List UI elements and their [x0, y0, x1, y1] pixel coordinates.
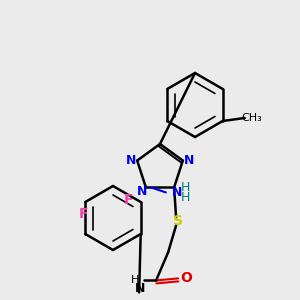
Text: N: N [184, 154, 194, 167]
Text: H: H [181, 181, 190, 194]
Text: N: N [137, 185, 147, 198]
Text: F: F [79, 207, 88, 221]
Text: O: O [180, 272, 192, 285]
Text: N: N [126, 154, 136, 167]
Text: F: F [124, 193, 134, 207]
Text: H: H [131, 275, 139, 285]
Text: N: N [172, 186, 182, 199]
Text: S: S [173, 214, 183, 228]
Text: CH₃: CH₃ [241, 113, 262, 123]
Text: N: N [135, 282, 145, 295]
Text: H: H [181, 191, 190, 204]
